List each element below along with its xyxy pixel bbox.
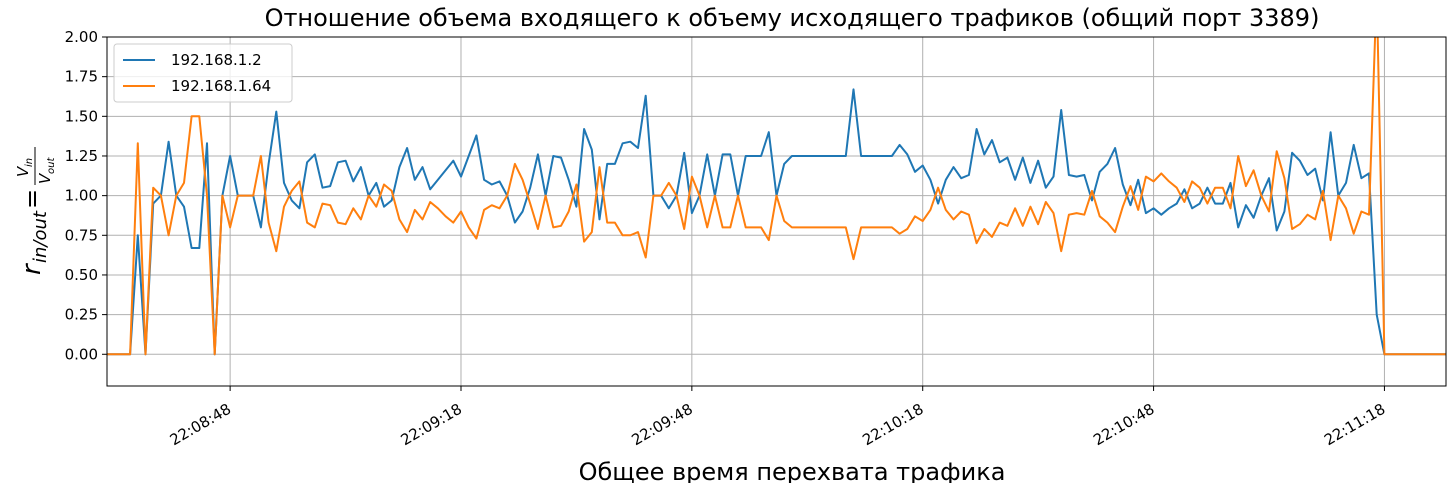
y-label-numerator: V: [14, 165, 32, 177]
y-label-equals: =: [18, 189, 46, 209]
x-axis-label: Общее время перехвата трафика: [579, 458, 1006, 483]
y-tick-label: 1.50: [65, 107, 98, 125]
y-axis-label: r in/out = V in V out: [14, 147, 57, 275]
y-tick-label: 1.00: [65, 187, 98, 205]
x-tick-label: 22:10:48: [1090, 400, 1157, 449]
series-line-2: [107, 37, 1446, 356]
grid: [107, 36, 1446, 386]
y-tick-label: 1.25: [65, 147, 98, 165]
x-axis: 22:08:48 22:09:18 22:09:48 22:10:18 22:10:48…: [167, 386, 1388, 449]
x-tick-label: 22:08:48: [167, 400, 234, 449]
plot-background: [107, 37, 1446, 386]
y-label-denominator: V: [36, 172, 54, 184]
y-label-numerator-sub: in: [24, 158, 35, 167]
legend-label-series-1: 192.168.1.2: [171, 51, 262, 69]
y-tick-label: 0.50: [65, 266, 98, 284]
y-tick-label: 0.75: [65, 226, 98, 244]
y-label-subscript: in/out: [30, 210, 51, 263]
legend-box: [113, 43, 293, 103]
chart-title: Отношение объема входящего к объему исхо…: [265, 4, 1320, 32]
x-tick-label: 22:09:48: [629, 400, 696, 449]
y-tick-label: 2.00: [65, 28, 98, 46]
x-tick-label: 22:10:18: [859, 400, 926, 449]
series-layer: [107, 37, 1446, 356]
x-tick-label: 22:09:18: [398, 400, 465, 449]
legend: 192.168.1.2 192.168.1.64: [113, 43, 293, 103]
y-label-denominator-sub: out: [46, 157, 57, 174]
plot-frame: [106, 36, 1447, 387]
y-tick-label: 0.25: [65, 306, 98, 324]
y-label-base: r: [17, 262, 47, 275]
legend-label-series-2: 192.168.1.64: [171, 77, 271, 95]
y-axis: 0.00 0.25 0.50 0.75 1.00 1.25 1.50 1.75 2.00: [65, 28, 107, 363]
y-tick-label: 0.00: [65, 345, 98, 363]
series-line-1: [107, 88, 1446, 356]
y-tick-label: 1.75: [65, 68, 98, 86]
x-tick-label: 22:11:18: [1321, 400, 1388, 449]
